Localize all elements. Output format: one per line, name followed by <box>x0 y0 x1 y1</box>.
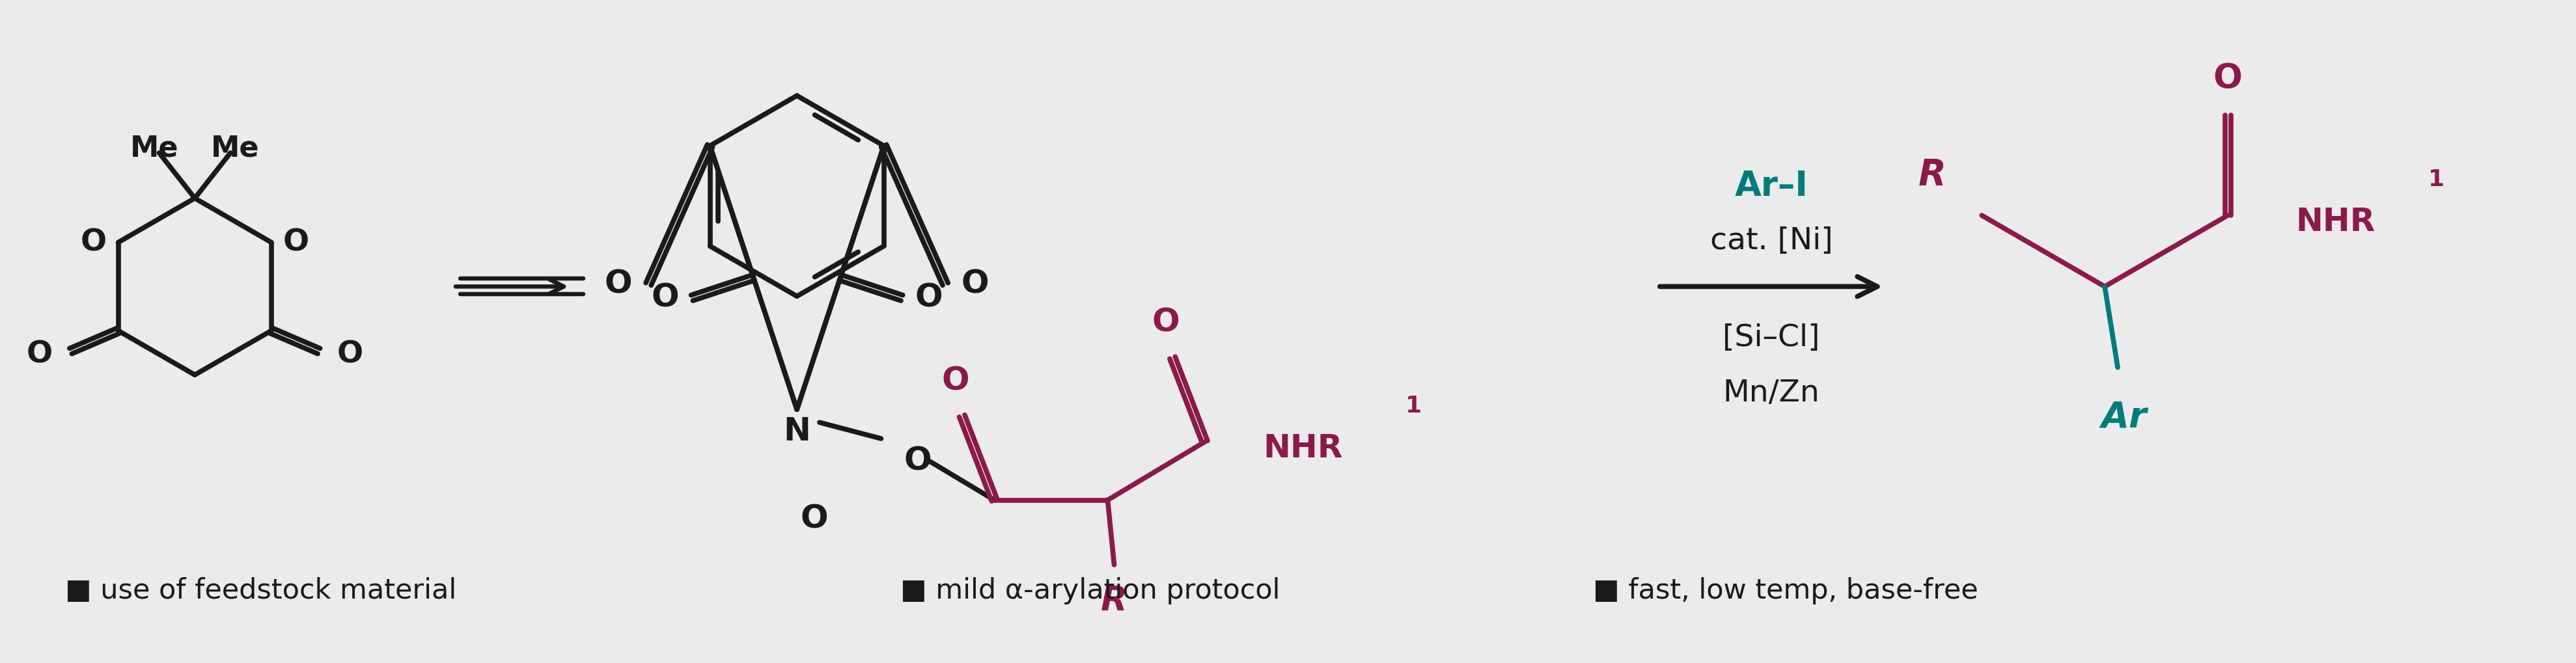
Text: Ar–I: Ar–I <box>1734 169 1808 203</box>
Text: ■ fast, low temp, base-free: ■ fast, low temp, base-free <box>1595 577 1978 604</box>
Text: O: O <box>80 227 106 257</box>
Text: O: O <box>914 282 943 314</box>
Text: R: R <box>1919 158 1945 193</box>
Text: ■ use of feedstock material: ■ use of feedstock material <box>64 577 456 604</box>
Text: ■ mild α-arylation protocol: ■ mild α-arylation protocol <box>902 577 1280 604</box>
Text: O: O <box>801 503 827 534</box>
Text: cat. [Ni]: cat. [Ni] <box>1710 227 1832 256</box>
Text: O: O <box>652 282 680 314</box>
Text: O: O <box>26 339 52 369</box>
Text: Me: Me <box>131 135 178 162</box>
Text: Mn/Zn: Mn/Zn <box>1723 379 1819 408</box>
Text: Me: Me <box>211 135 260 162</box>
Text: NHR: NHR <box>1262 433 1342 464</box>
Text: NHR: NHR <box>2295 206 2375 237</box>
Text: O: O <box>605 269 631 300</box>
Text: O: O <box>961 269 989 300</box>
Text: O: O <box>2213 62 2241 95</box>
Text: [Si–Cl]: [Si–Cl] <box>1723 324 1819 353</box>
Text: O: O <box>337 339 363 369</box>
Text: O: O <box>904 445 933 476</box>
Text: O: O <box>943 365 969 396</box>
Text: N: N <box>783 416 811 447</box>
Text: O: O <box>1151 307 1180 338</box>
Text: 1: 1 <box>2429 168 2445 191</box>
Text: O: O <box>283 227 309 257</box>
Text: 1: 1 <box>1406 395 1422 417</box>
Text: R: R <box>1100 584 1128 618</box>
Text: Ar: Ar <box>2102 400 2146 435</box>
